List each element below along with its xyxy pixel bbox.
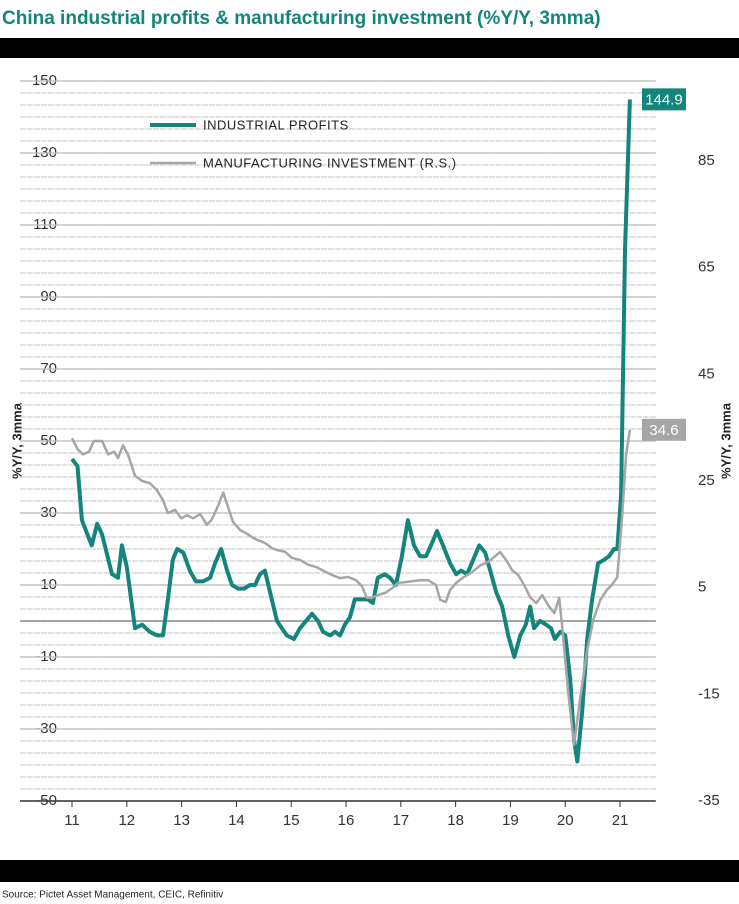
series-line	[70, 99, 632, 764]
x-tick-label: 17	[392, 812, 409, 829]
x-tick-label: 20	[557, 812, 574, 829]
y2-tick-label: 5	[698, 579, 706, 596]
chart-title: China industrial profits & manufacturing…	[2, 8, 601, 29]
x-tick-label: 14	[228, 812, 245, 829]
y2-tick-label: -35	[698, 792, 720, 809]
x-tick-label: 16	[338, 812, 355, 829]
source: Source: Pictet Asset Management, CEIC, R…	[2, 890, 223, 901]
y2-axis-label: %Y/Y, 3mma	[718, 402, 733, 479]
end-label-box	[642, 88, 686, 111]
y2-tick-label: 65	[698, 259, 715, 276]
end-label: 144.9	[645, 91, 683, 108]
legend-label: MANUFACTURING INVESTMENT (R.S.)	[203, 155, 457, 170]
x-tick-label: 19	[502, 812, 519, 829]
x-tick-label: 15	[283, 812, 300, 829]
x-tick-label: 21	[612, 812, 629, 829]
x-tick-label: 13	[173, 812, 190, 829]
series-line	[70, 429, 632, 747]
end-label-box	[642, 418, 686, 441]
y2-tick-label: -15	[698, 685, 720, 702]
y2-tick-label: 25	[698, 472, 715, 489]
x-tick-label: 12	[118, 812, 135, 829]
legend-label: INDUSTRIAL PROFITS	[203, 117, 349, 132]
end-label: 34.6	[649, 422, 678, 439]
x-tick-label: 11	[64, 812, 80, 829]
bottom-band	[0, 860, 739, 882]
y2-tick-label: 45	[698, 365, 715, 382]
top-band	[0, 38, 739, 58]
y2-tick-label: 85	[698, 152, 715, 169]
y-axis-label: %Y/Y, 3mma	[9, 402, 24, 479]
x-tick-label: 18	[447, 812, 464, 829]
